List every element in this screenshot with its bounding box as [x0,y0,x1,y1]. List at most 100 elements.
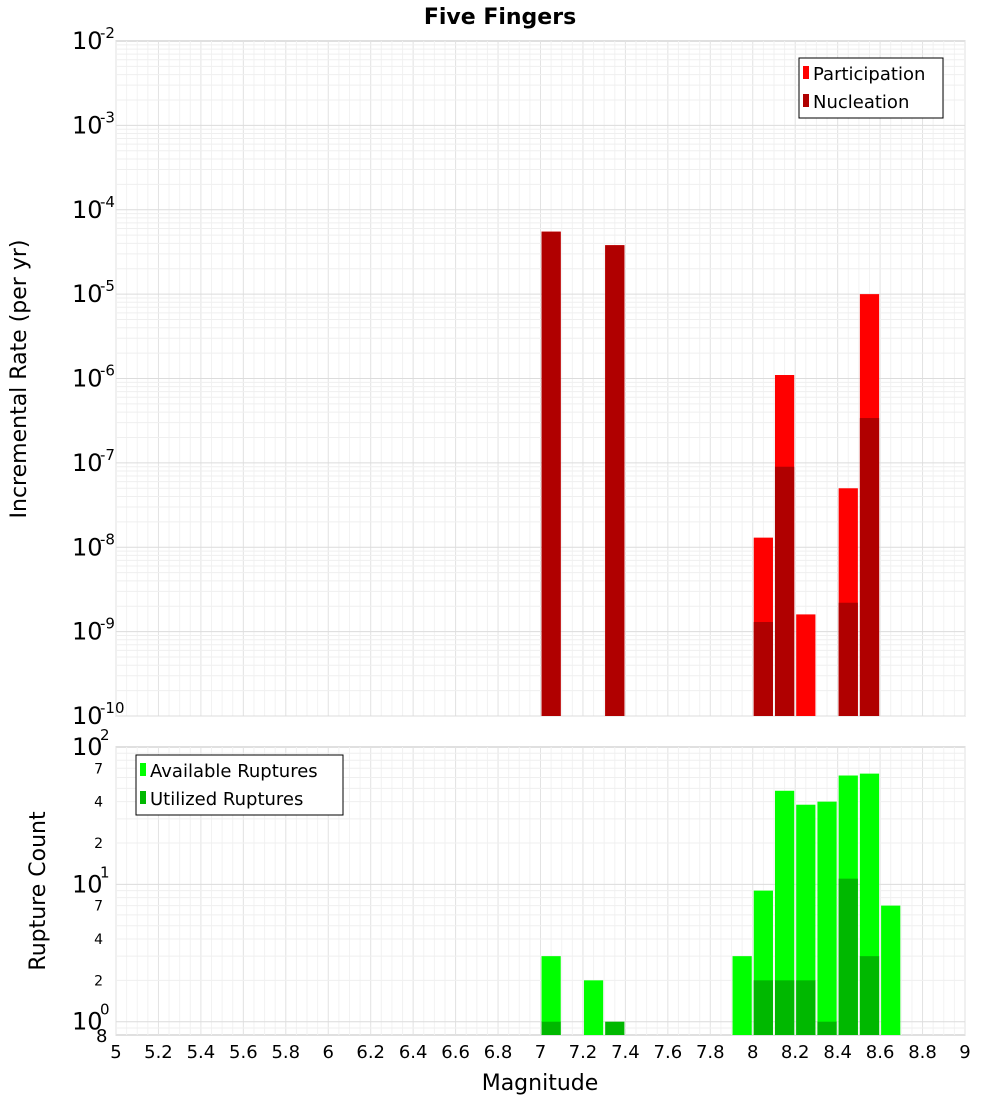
bottom-y-minor-tick: 4 [94,932,103,948]
x-tick-label: 6.2 [356,1042,385,1063]
x-tick-label: 5.2 [144,1042,173,1063]
x-tick-label: 8.2 [781,1042,810,1063]
utilized-ruptures-bar [753,980,773,1035]
x-tick-label: 7.4 [611,1042,640,1063]
top-y-tick: 10-9 [72,615,115,646]
bottom-y-tick: 102 [72,726,110,761]
bottom-bars [541,773,901,1035]
top-y-tick-exponent: -8 [100,530,115,548]
x-tick-label: 5.6 [229,1042,258,1063]
x-tick-label: 6 [323,1042,334,1063]
x-tick-label: 7.8 [696,1042,725,1063]
top-y-tick-exponent: -4 [100,193,115,211]
top-y-tick-exponent: -10 [100,699,125,717]
top-y-tick-base: 10 [72,533,103,561]
nucleation-bar [774,466,795,716]
x-tick-label: 7.2 [569,1042,598,1063]
utilized-ruptures-bar [859,956,880,1035]
bottom-y-tick-base: 10 [72,1008,103,1036]
top-y-tick-base: 10 [72,702,103,730]
top-y-tick: 10-6 [72,362,115,393]
available-ruptures-bar [541,956,561,1035]
available-ruptures-bar [774,790,795,1035]
top-bars [541,231,880,717]
x-tick-label: 9 [959,1042,970,1063]
top-panel: 10-210-310-410-510-610-710-810-910-10 In… [7,24,966,730]
top-y-tick-exponent: -3 [100,108,115,126]
x-axis-label: Magnitude [482,1071,599,1096]
utilized-ruptures-bar [774,980,795,1035]
bottom-y-minor-tick: 4 [94,795,103,811]
top-y-tick-base: 10 [72,111,103,139]
bottom-y-tick-base: 10 [72,870,103,898]
top-y-tick: 10-7 [72,446,115,477]
legend-swatch-nucleation [803,94,809,107]
utilized-ruptures-bar [541,1021,561,1035]
bottom-legend-box [135,754,344,816]
bottom-y-min-tick: 8 [96,1026,107,1047]
bottom-y-tick-exponent: 0 [100,1001,110,1019]
legend-label-nucleation: Nucleation [813,92,909,113]
participation-bar [796,614,816,716]
available-ruptures-bar [817,801,837,1035]
x-tick-label: 8.4 [823,1042,852,1063]
x-tick-label: 6.6 [441,1042,470,1063]
bottom-y-tick: 100 [72,1001,110,1036]
top-gridlines [115,41,966,717]
x-tick-label: 6.8 [484,1042,513,1063]
x-tick-label: 8 [747,1042,758,1063]
bottom-y-minor-tick: 7 [94,899,103,915]
x-tick-label: 8.8 [908,1042,937,1063]
bottom-y-tick: 101 [72,863,110,898]
legend-label-utilized: Utilized Ruptures [150,789,303,810]
top-y-tick-labels: 10-210-310-410-510-610-710-810-910-10 [72,24,125,730]
bottom-y-axis-label: Rupture Count [26,811,51,971]
legend-swatch-available [140,763,146,776]
x-tick-label: 5.8 [271,1042,300,1063]
top-y-tick-exponent: -5 [100,277,115,295]
top-y-tick-exponent: -2 [100,24,115,42]
nucleation-bar [753,622,773,716]
top-y-tick-exponent: -6 [100,362,115,380]
top-y-axis-label: Incremental Rate (per yr) [7,240,32,519]
legend-swatch-participation [803,66,809,79]
utilized-ruptures-bar [796,980,816,1035]
legend-label-participation: Participation [813,64,925,85]
top-y-tick: 10-8 [72,530,115,561]
top-y-tick: 10-10 [72,699,125,730]
bottom-y-minor-tick: 7 [94,761,103,777]
utilized-ruptures-bar [605,1021,625,1035]
bottom-y-minor-tick: 2 [94,973,103,989]
top-y-tick-base: 10 [72,449,103,477]
top-y-tick-exponent: -9 [100,615,115,633]
x-tick-label: 7 [535,1042,546,1063]
x-tick-label: 6.4 [399,1042,428,1063]
x-tick-labels: 5 5.2 5.4 5.6 5.8 6 6.2 6.4 6.6 6.8 7 7.2 7.4 7.6 7.8 8… [110,1042,970,1063]
top-y-tick-base: 10 [72,365,103,393]
top-y-tick: 10-3 [72,108,115,139]
available-ruptures-bar [732,956,752,1035]
nucleation-bar [838,602,858,716]
nucleation-bar [541,231,561,716]
utilized-ruptures-bar [817,1021,837,1035]
top-y-tick-base: 10 [72,27,103,55]
bottom-y-minor-tick: 2 [94,836,103,852]
top-legend-box [798,57,944,119]
x-tick-label: 7.6 [654,1042,683,1063]
top-y-tick-exponent: -7 [100,446,115,464]
top-y-tick-base: 10 [72,618,103,646]
top-y-tick-base: 10 [72,280,103,308]
utilized-ruptures-bar [838,878,858,1035]
top-y-tick: 10-2 [72,24,115,55]
bottom-y-tick-base: 10 [72,733,103,761]
available-ruptures-bar [796,804,816,1035]
bottom-legend: Available Ruptures Utilized Ruptures [135,754,344,816]
bottom-y-tick-exponent: 1 [100,863,110,881]
x-tick-label: 5 [110,1042,121,1063]
top-legend: Participation Nucleation [798,57,944,119]
nucleation-bar [605,245,625,717]
bottom-y-tick-exponent: 2 [100,726,110,744]
